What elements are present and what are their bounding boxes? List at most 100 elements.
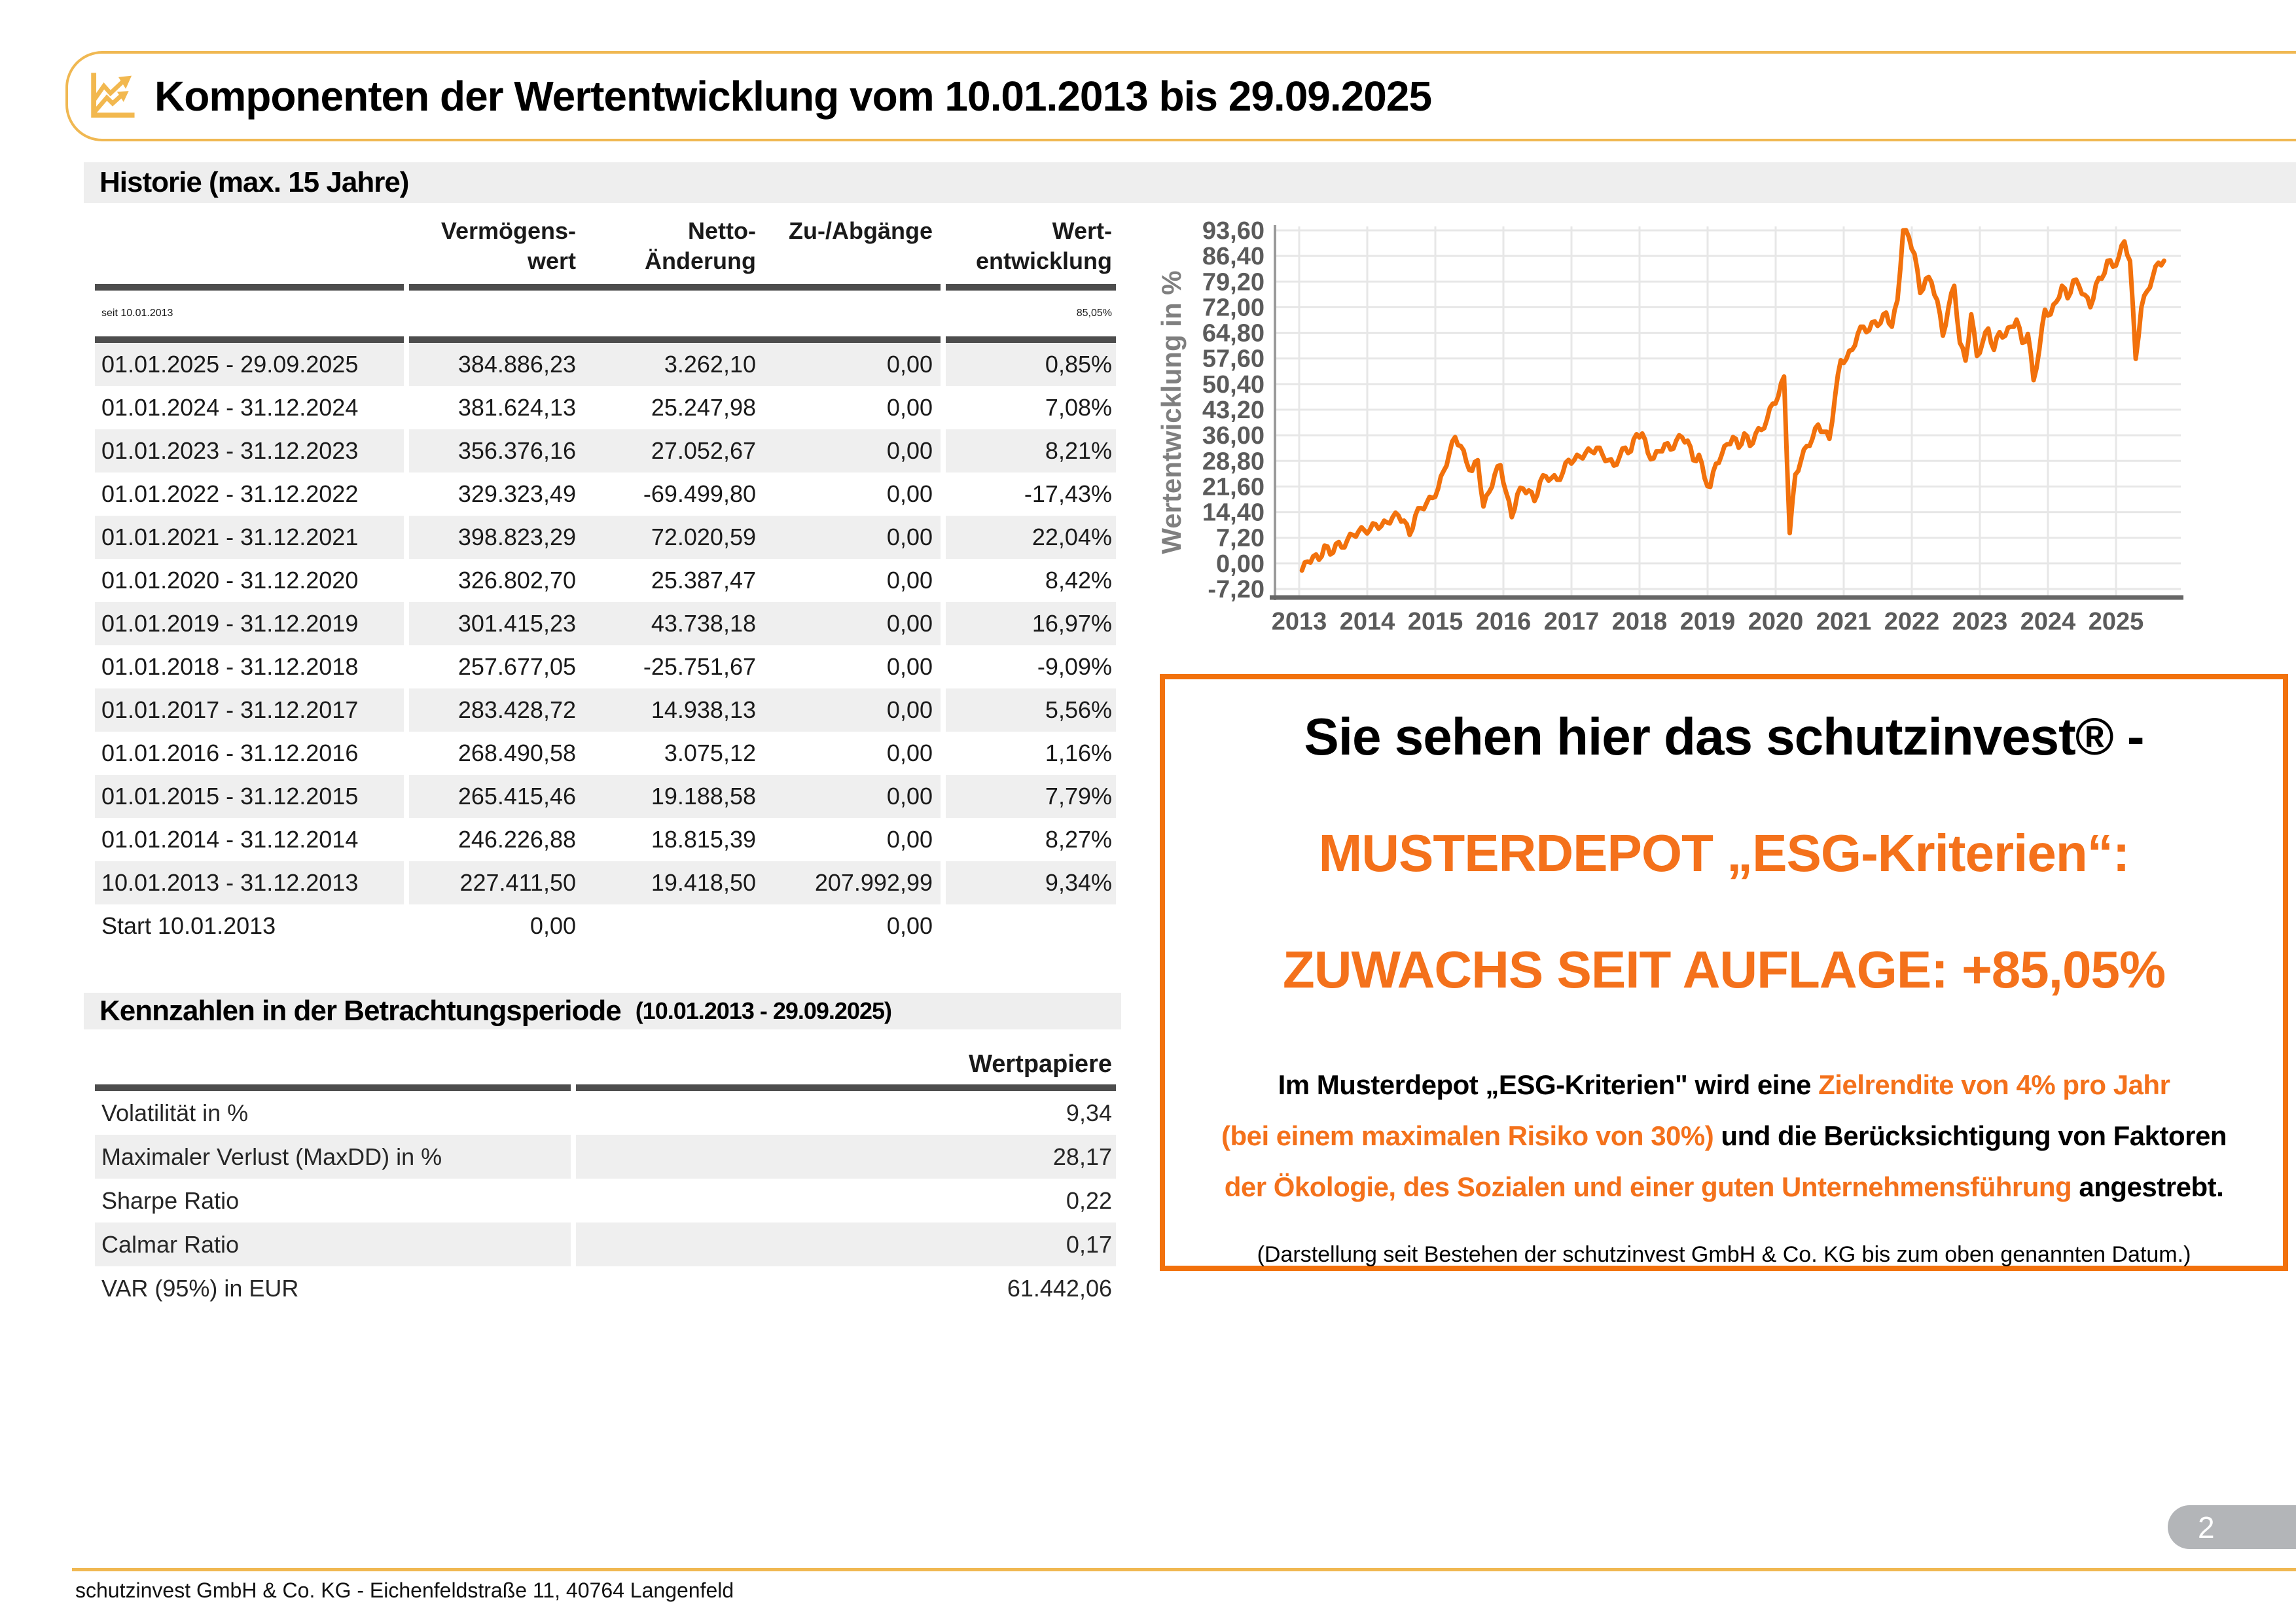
history-value: 384.886,23 — [457, 351, 576, 378]
history-value: 283.428,72 — [457, 696, 576, 723]
kennzahl-value: 28,17 — [576, 1135, 1116, 1179]
history-value: 0,00 — [886, 437, 933, 464]
history-row: 01.01.2020 - 31.12.2020 326.802,70 25.387,… — [95, 559, 1116, 602]
historie-section-band: Historie (max. 15 Jahre) — [84, 162, 2296, 203]
history-row: 01.01.2015 - 31.12.2015 265.415,46 19.188,… — [95, 775, 1116, 818]
y-tick-label: 43,20 — [1202, 397, 1265, 424]
footer-address: schutzinvest GmbH & Co. KG - Eichenfelds… — [75, 1578, 734, 1602]
history-row: 01.01.2024 - 31.12.2024 381.624,13 25.247,… — [95, 386, 1116, 429]
history-period: 01.01.2025 - 29.09.2025 — [95, 343, 404, 386]
text-segment: der Ökologie, des Sozialen und einer gut… — [1224, 1171, 2079, 1202]
kennzahlen-section-band: Kennzahlen in der Betrachtungsperiode (1… — [84, 993, 1121, 1029]
page-title: Komponenten der Wertentwicklung vom 10.0… — [154, 73, 1432, 120]
history-period: 01.01.2024 - 31.12.2024 — [101, 394, 359, 421]
history-row: 01.01.2023 - 31.12.2023 356.376,16 27.052,… — [95, 429, 1116, 473]
history-value: 27.052,67 — [651, 437, 756, 464]
history-value: 7,79% — [946, 775, 1116, 818]
kennzahl-label: Calmar Ratio — [95, 1222, 571, 1266]
history-value: 0,00 — [886, 653, 933, 680]
kennzahl-label: Volatilität in % — [101, 1099, 249, 1126]
y-tick-label: 0,00 — [1216, 550, 1265, 578]
history-value: 16,97% — [946, 602, 1116, 645]
history-value: 207.992,99 — [814, 869, 933, 896]
history-value: 326.802,70 — [457, 567, 576, 594]
history-value: -9,09% — [1037, 653, 1112, 680]
page-header: Komponenten der Wertentwicklung vom 10.0… — [65, 51, 2296, 141]
y-tick-label: 28,80 — [1202, 448, 1265, 475]
infobox-body-line: Im Musterdepot „ESG-Kriterien" wird eine… — [1165, 1068, 2283, 1102]
history-value: 0,00 — [886, 351, 933, 378]
y-tick-label: 79,20 — [1202, 268, 1265, 296]
history-period: 01.01.2018 - 31.12.2018 — [101, 653, 359, 680]
chart-rising-arrows-icon — [91, 73, 135, 118]
kennzahlen-section-period: (10.01.2013 - 29.09.2025) — [635, 997, 892, 1024]
history-value: 0,00 — [886, 567, 933, 594]
text-segment: angestrebt. — [2079, 1171, 2224, 1202]
history-period: 01.01.2014 - 31.12.2014 — [101, 826, 359, 853]
history-value: 7,08% — [1045, 394, 1112, 421]
history-value: 25.387,47 — [651, 567, 756, 594]
history-header-row: Vermögens- wert Netto- Änderung Zu-/Abgäng… — [95, 216, 1116, 284]
history-value: 19.188,58 — [651, 783, 756, 810]
kennzahl-value: 0,17 — [576, 1222, 1116, 1266]
x-tick-label: 2021 — [1816, 608, 1872, 635]
kennzahl-row: Maximaler Verlust (MaxDD) in % 28,17 — [95, 1135, 1116, 1179]
kennzahl-row: Calmar Ratio 0,17 — [95, 1222, 1116, 1266]
history-value: 381.624,13 — [457, 394, 576, 421]
history-value: 0,00 — [886, 610, 933, 637]
kennzahl-value: 9,34 — [1066, 1099, 1112, 1126]
kennzahl-label: VAR (95%) in EUR — [101, 1274, 299, 1302]
y-tick-label: 36,00 — [1202, 422, 1265, 450]
history-value: 0,00 — [886, 696, 933, 723]
history-row: 01.01.2016 - 31.12.2016 268.490,58 3.075,1… — [95, 732, 1116, 775]
history-value: 246.226,88 — [457, 826, 576, 853]
history-value: 0,00 — [886, 394, 933, 421]
history-period: 01.01.2017 - 31.12.2017 — [95, 688, 404, 732]
history-value: 3.262,10 — [664, 351, 756, 378]
history-row: 01.01.2021 - 31.12.2021 398.823,29 72.020,… — [95, 516, 1116, 559]
x-tick-label: 2023 — [1952, 608, 2008, 635]
history-value: -25.751,67 — [643, 653, 756, 680]
y-tick-label: 93,60 — [1202, 217, 1265, 245]
history-value: 356.376,16 — [457, 437, 576, 464]
history-column-header: Netto- Änderung — [645, 217, 756, 274]
table-rule — [95, 284, 1116, 291]
history-value: -17,43% — [1024, 480, 1112, 507]
line-chart-svg: 93,6086,4079,2072,0064,8057,6050,4043,20… — [1156, 217, 2183, 635]
y-axis-title: Wertentwicklung in % — [1156, 270, 1187, 554]
summary-value: 85,05% — [1076, 308, 1112, 319]
history-value: 0,00 — [886, 783, 933, 810]
history-value: 0,00 — [886, 740, 933, 766]
performance-line — [1299, 228, 2166, 573]
kennzahlen-table: Wertpapiere Volatilität in % 9,34 Maximaler… — [95, 1044, 1116, 1310]
history-row: 01.01.2018 - 31.12.2018 257.677,05 -25.751… — [95, 645, 1116, 688]
history-value: 265.415,46 — [457, 783, 576, 810]
y-tick-label: -7,20 — [1208, 576, 1265, 603]
history-column-header: Zu-/Abgänge — [789, 217, 933, 244]
history-period: 01.01.2016 - 31.12.2016 — [101, 740, 359, 766]
history-value: 268.490,58 — [457, 740, 576, 766]
kennzahlen-section-title: Kennzahlen in der Betrachtungsperiode — [99, 995, 622, 1027]
y-tick-label: 7,20 — [1216, 525, 1265, 552]
history-value: 18.815,39 — [651, 826, 756, 853]
history-value: 398.823,29 — [457, 524, 576, 550]
kennzahlen-column-header: Wertpapiere — [969, 1050, 1112, 1078]
history-value: 0,00 — [886, 480, 933, 507]
y-tick-label: 86,40 — [1202, 243, 1265, 270]
infobox-body-line: der Ökologie, des Sozialen und einer gut… — [1165, 1170, 2283, 1204]
history-row: 01.01.2014 - 31.12.2014 246.226,88 18.815,… — [95, 818, 1116, 861]
table-rule — [95, 1084, 1116, 1091]
history-value: 1,16% — [1045, 740, 1112, 766]
text-segment: Zielrendite von 4% pro Jahr — [1818, 1069, 2170, 1100]
x-tick-label: 2020 — [1748, 608, 1804, 635]
x-tick-label: 2022 — [1884, 608, 1940, 635]
x-tick-label: 2016 — [1476, 608, 1532, 635]
infobox-line2: MUSTERDEPOT „ESG-Kriterien“: — [1318, 824, 2130, 882]
x-tick-label: 2017 — [1544, 608, 1600, 635]
history-period: 01.01.2021 - 31.12.2021 — [95, 516, 404, 559]
history-value: 227.411,50 — [459, 869, 576, 896]
history-value: 0,00 — [886, 912, 933, 939]
infobox-line3: ZUWACHS SEIT AUFLAGE: +85,05% — [1282, 940, 2166, 999]
page-number: 2 — [2198, 1510, 2215, 1544]
text-segment: und die Berücksichtigung von Faktoren — [1721, 1120, 2227, 1151]
